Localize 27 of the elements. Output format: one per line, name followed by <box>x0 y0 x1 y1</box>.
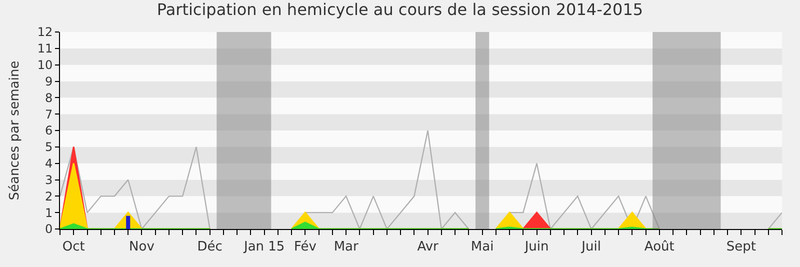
x-tick-label: Jan 15 <box>242 240 285 255</box>
y-tick-label: 1 <box>44 206 53 220</box>
y-tick-label: 5 <box>44 140 53 154</box>
y-tick-label: 11 <box>37 42 53 56</box>
y-tick-label: 4 <box>44 156 53 171</box>
y-tick-label: 7 <box>44 107 53 122</box>
y-tick-label: 2 <box>44 189 53 204</box>
chart-title: Participation en hemicycle au cours de la session 2014-2015 <box>156 0 644 20</box>
x-tick-label: Sept <box>726 240 756 255</box>
y-axis-title: Séances par semaine <box>7 60 22 200</box>
y-tick-label: 0 <box>44 222 53 236</box>
y-tick-label: 10 <box>37 58 53 72</box>
x-tick-label: Mai <box>470 240 494 255</box>
x-tick-label: Juin <box>524 240 549 255</box>
x-tick-label: Oct <box>62 240 85 255</box>
x-tick-label: Avr <box>417 240 440 255</box>
y-tick-label: 3 <box>44 172 53 187</box>
y-tick-label: 8 <box>44 90 53 105</box>
x-tick-label: Août <box>644 240 674 255</box>
y-tick-label: 9 <box>44 74 53 88</box>
x-tick-label: Juil <box>580 240 601 255</box>
x-tick-label: Fév <box>294 240 317 255</box>
x-tick-label: Mar <box>334 240 359 255</box>
x-tick-label: Nov <box>129 240 155 255</box>
y-tick-label: 12 <box>37 25 53 40</box>
x-tick-label: Déc <box>197 240 222 255</box>
y-tick-label: 6 <box>44 124 53 138</box>
